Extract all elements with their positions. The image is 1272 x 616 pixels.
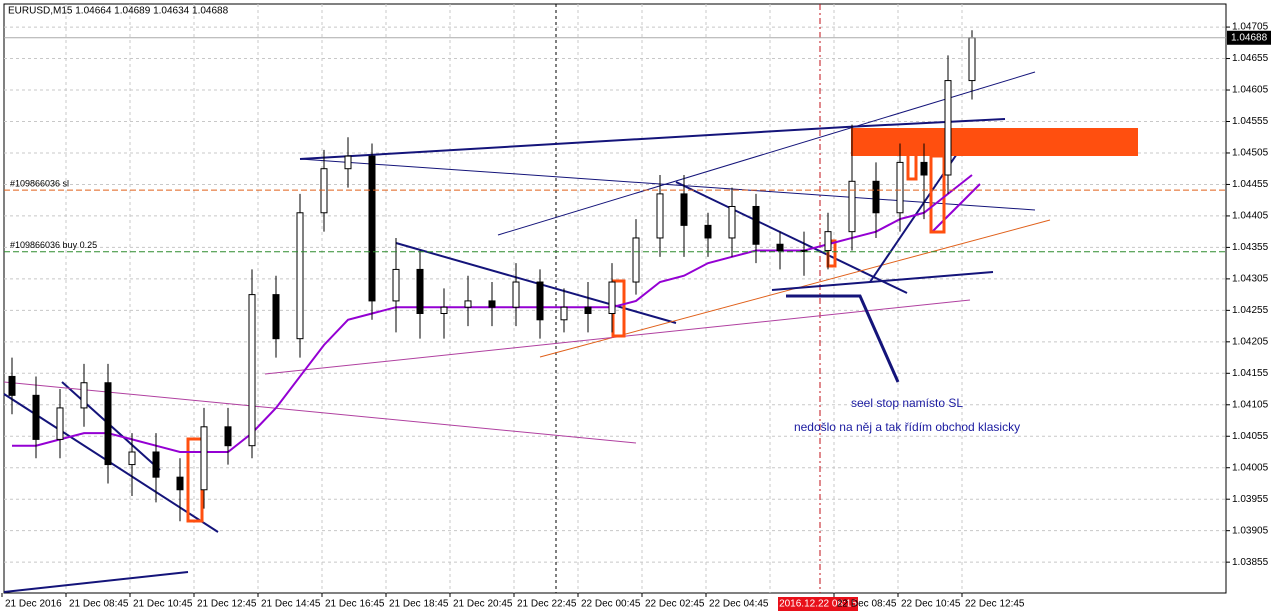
y-tick-label: 1.04255 bbox=[1232, 305, 1269, 316]
candle-body bbox=[32, 394, 40, 440]
candle-body bbox=[344, 155, 352, 170]
x-tick-label: 22 Dec 02:45 bbox=[645, 599, 705, 610]
y-tick-label: 1.03955 bbox=[1232, 494, 1269, 505]
y-tick-label: 1.04055 bbox=[1232, 431, 1269, 442]
candle-body bbox=[560, 306, 568, 321]
zone bbox=[851, 128, 1138, 156]
x-tick-label: 21 Dec 22:45 bbox=[517, 599, 577, 610]
x-tick-label: 21 Dec 10:45 bbox=[133, 599, 193, 610]
candle-body bbox=[512, 281, 520, 308]
candle-body bbox=[632, 237, 640, 283]
order-label: #109866036 sl bbox=[10, 178, 69, 188]
x-tick-label: 22 Dec 10:45 bbox=[901, 599, 961, 610]
candle-body bbox=[224, 426, 232, 447]
candle-body bbox=[608, 281, 616, 314]
y-tick-label: 1.04505 bbox=[1232, 148, 1269, 159]
x-tick-label: 21 Dec 08:45 bbox=[69, 599, 129, 610]
x-tick-label: 21 Dec 14:45 bbox=[261, 599, 321, 610]
candle-body bbox=[416, 268, 424, 314]
candle-body bbox=[896, 161, 904, 214]
candle-body bbox=[920, 161, 928, 176]
trendline bbox=[771, 271, 994, 291]
x-tick-label: 22 Dec 04:45 bbox=[709, 599, 769, 610]
y-tick-label: 1.04705 bbox=[1232, 22, 1269, 33]
y-tick-label: 1.03905 bbox=[1232, 525, 1269, 536]
x-tick-label: 22 Dec 12:45 bbox=[965, 599, 1025, 610]
candle-body bbox=[368, 155, 376, 302]
candle-body bbox=[752, 205, 760, 245]
candle-body bbox=[56, 407, 64, 440]
candle-body bbox=[200, 426, 208, 491]
candle-body bbox=[584, 306, 592, 314]
candle-body bbox=[488, 300, 496, 308]
candle-body bbox=[296, 212, 304, 340]
candle-body bbox=[848, 180, 856, 233]
candle-body bbox=[800, 250, 808, 253]
arrow bbox=[786, 294, 900, 383]
candle-body bbox=[464, 300, 472, 308]
y-tick-label: 1.04355 bbox=[1232, 242, 1269, 253]
candles bbox=[8, 30, 976, 522]
zone bbox=[906, 131, 918, 181]
candle-body bbox=[728, 205, 736, 239]
chart-title: EURUSD,M15 1.04664 1.04689 1.04634 1.046… bbox=[8, 6, 229, 17]
x-tick-label: 21 Dec 12:45 bbox=[197, 599, 257, 610]
candle-body bbox=[152, 451, 160, 478]
y-tick-label: 1.04655 bbox=[1232, 53, 1269, 64]
trendline bbox=[3, 571, 189, 593]
candle-body bbox=[248, 294, 256, 447]
y-tick-label: 1.04455 bbox=[1232, 179, 1269, 190]
crosshair-time: 2016.12.22 08:15 bbox=[779, 599, 857, 610]
candle-body bbox=[824, 231, 832, 252]
candle-body bbox=[440, 306, 448, 314]
y-tick-label: 1.04405 bbox=[1232, 211, 1269, 222]
crosshair-time-box bbox=[778, 597, 858, 611]
candle-body bbox=[776, 243, 784, 252]
candle-body bbox=[320, 168, 328, 214]
zone bbox=[929, 154, 946, 234]
trendline bbox=[675, 181, 908, 294]
x-tick-label: 22 Dec 00:45 bbox=[581, 599, 641, 610]
candle-body bbox=[272, 294, 280, 340]
candle-body bbox=[656, 193, 664, 239]
x-tick-label: 21 Dec 18:45 bbox=[389, 599, 449, 610]
candle-body bbox=[872, 180, 880, 214]
y-tick-label: 1.04555 bbox=[1232, 116, 1269, 127]
trendline bbox=[931, 183, 981, 233]
y-tick-label: 1.04605 bbox=[1232, 85, 1269, 96]
x-tick-label: 21 Dec 20:45 bbox=[453, 599, 513, 610]
y-tick-label: 1.04105 bbox=[1232, 399, 1269, 410]
candle-body bbox=[104, 382, 112, 466]
trendline bbox=[395, 242, 677, 324]
candle-body bbox=[680, 193, 688, 226]
y-tick-label: 1.03855 bbox=[1232, 557, 1269, 568]
y-tick-label: 1.04005 bbox=[1232, 462, 1269, 473]
trendline bbox=[845, 118, 1006, 128]
candle-body bbox=[80, 382, 88, 409]
order-label: #109866036 buy 0.25 bbox=[10, 240, 97, 250]
candle-body bbox=[128, 451, 136, 466]
candle-body bbox=[176, 476, 184, 491]
candle-body bbox=[704, 224, 712, 239]
x-tick-label: 21 Dec 16:45 bbox=[325, 599, 385, 610]
candle-body bbox=[944, 80, 952, 176]
y-tick-label: 1.04305 bbox=[1232, 274, 1269, 285]
trendline bbox=[299, 126, 847, 160]
annotation: seel stop namísto SL bbox=[851, 396, 963, 410]
price-label: 1.04688 bbox=[1231, 32, 1268, 43]
x-tick-label: 21 Dec 2016 bbox=[5, 599, 62, 610]
price-label-box bbox=[1227, 30, 1271, 45]
x-tick-label: 22 Dec 08:45 bbox=[837, 599, 897, 610]
candle-body bbox=[536, 281, 544, 321]
y-tick-label: 1.04155 bbox=[1232, 368, 1269, 379]
candle-body bbox=[8, 375, 16, 396]
candle-body bbox=[968, 37, 976, 82]
drawings bbox=[3, 4, 1138, 593]
candle-body bbox=[392, 268, 400, 302]
annotation: nedošlo na něj a tak řídím obchod klasic… bbox=[794, 420, 1020, 434]
grid bbox=[4, 4, 1226, 593]
trendline bbox=[299, 158, 1036, 211]
y-tick-label: 1.04205 bbox=[1232, 336, 1269, 347]
